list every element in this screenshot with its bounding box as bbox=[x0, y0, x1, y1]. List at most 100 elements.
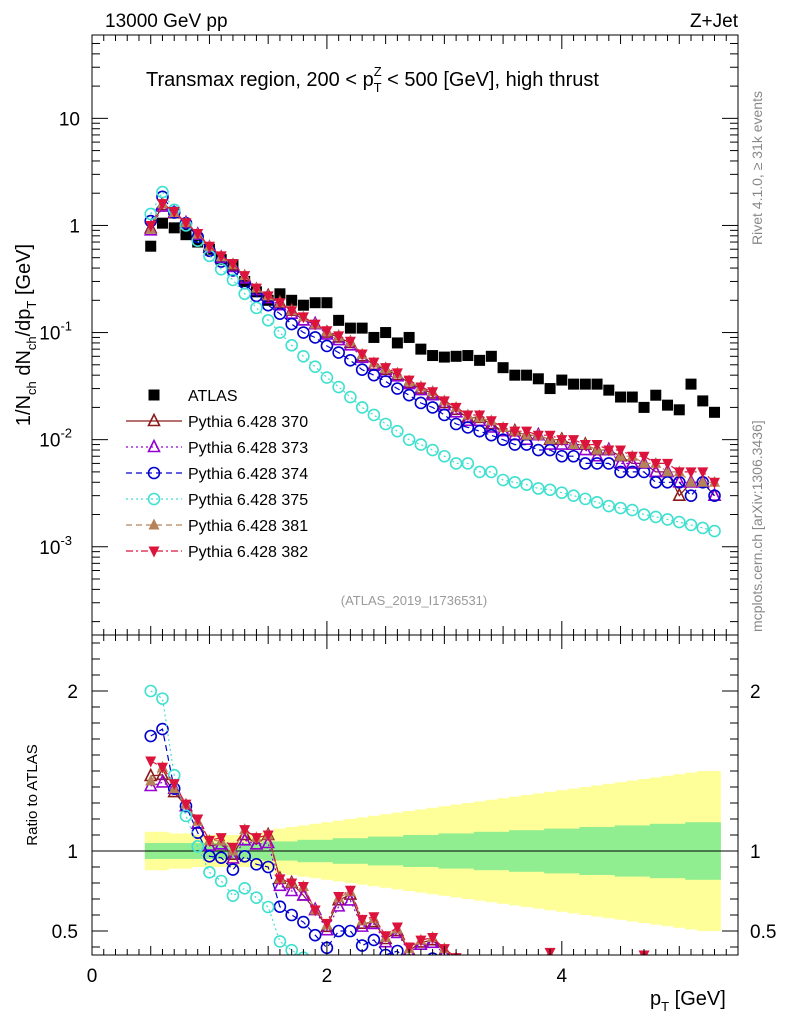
series-pythia-6-428-373-ratio-point bbox=[249, 836, 264, 850]
series-pythia-6-428-375-point bbox=[637, 508, 651, 521]
series-pythia-6-428-374-point bbox=[332, 346, 345, 359]
series-pythia-6-428-375-ratio-group bbox=[144, 684, 310, 955]
series-pythia-6-428-382-group bbox=[145, 199, 721, 489]
series-pythia-6-428-382-point bbox=[192, 229, 204, 241]
series-pythia-6-428-375-point bbox=[379, 417, 392, 431]
series-pythia-6-428-373-point bbox=[484, 419, 499, 433]
series-pythia-6-428-382-point bbox=[215, 251, 227, 263]
series-pythia-6-428-375-point bbox=[214, 262, 228, 276]
series-pythia-6-428-374-ratio-point bbox=[214, 851, 228, 864]
series-pythia-6-428-374-point bbox=[308, 331, 322, 344]
series-pythia-6-428-375-point bbox=[590, 496, 604, 509]
series-pythia-6-428-382-point bbox=[403, 375, 415, 387]
series-pythia-6-428-382-ratio-point bbox=[309, 905, 321, 917]
series-pythia-6-428-375-ratio-point bbox=[156, 692, 169, 705]
series-atlas-group bbox=[145, 217, 721, 418]
series-pythia-6-428-374-point bbox=[602, 457, 616, 470]
series-pythia-6-428-382-ratio-point bbox=[262, 830, 274, 842]
series-atlas-point bbox=[180, 229, 192, 241]
series-atlas-point bbox=[568, 378, 580, 390]
series-pythia-6-428-382-ratio-point bbox=[615, 955, 626, 966]
series-pythia-6-428-373-point bbox=[613, 455, 628, 469]
series-pythia-6-428-382-ratio-point bbox=[391, 922, 403, 934]
series-pythia-6-428-375-line bbox=[150, 190, 715, 532]
series-pythia-6-428-375-point bbox=[532, 482, 545, 495]
legend-entry-pythia-6-428-375-marker bbox=[147, 492, 161, 506]
series-atlas-point bbox=[427, 350, 439, 362]
series-atlas-point bbox=[403, 331, 415, 343]
series-pythia-6-428-375-point bbox=[226, 273, 240, 287]
series-pythia-6-428-374-point bbox=[684, 489, 698, 502]
series-pythia-6-428-374-ratio-point bbox=[308, 928, 322, 942]
series-pythia-6-428-370-point bbox=[672, 487, 687, 501]
series-atlas-point bbox=[638, 401, 650, 413]
legend-entry-atlas-label: ATLAS bbox=[188, 388, 238, 405]
series-pythia-6-428-382-ratio-point bbox=[180, 799, 192, 811]
legend-entry-pythia-6-428-374: Pythia 6.428 374 bbox=[126, 466, 308, 483]
series-pythia-6-428-382-point bbox=[532, 430, 544, 442]
series-pythia-6-428-382-ratio-point bbox=[145, 756, 157, 768]
series-pythia-6-428-382-ratio-point bbox=[239, 825, 251, 837]
series-pythia-6-428-375-point bbox=[672, 515, 686, 529]
x-axis-label: pT [GeV] bbox=[650, 988, 726, 1014]
series-pythia-6-428-375-group bbox=[144, 185, 721, 538]
series-pythia-6-428-374-line bbox=[150, 195, 715, 497]
series-pythia-6-428-382-point bbox=[638, 451, 650, 463]
series-pythia-6-428-375-point bbox=[297, 350, 310, 363]
series-pythia-6-428-374-point bbox=[461, 421, 475, 434]
series-pythia-6-428-374-point bbox=[391, 382, 404, 395]
series-pythia-6-428-382-point bbox=[615, 445, 627, 457]
series-pythia-6-428-374-ratio-point bbox=[285, 908, 298, 922]
legend-entry-atlas-marker bbox=[148, 389, 160, 401]
series-pythia-6-428-374-point bbox=[414, 396, 428, 410]
series-atlas-point bbox=[603, 384, 615, 396]
ratio-panel-plot bbox=[92, 684, 738, 970]
series-pythia-6-428-382-ratio-point bbox=[356, 914, 368, 926]
series-pythia-6-428-382-ratio-point bbox=[286, 878, 298, 890]
series-pythia-6-428-382-point bbox=[591, 440, 603, 452]
series-pythia-6-428-374-point bbox=[402, 388, 416, 402]
series-pythia-6-428-382-point bbox=[168, 206, 180, 218]
series-pythia-6-428-381-ratio-point bbox=[639, 957, 650, 968]
series-pythia-6-428-375-point bbox=[320, 371, 334, 384]
series-atlas-point bbox=[673, 404, 685, 416]
series-pythia-6-428-373-ratio-point bbox=[343, 892, 358, 906]
series-pythia-6-428-374-ratio-point bbox=[297, 915, 310, 929]
series-pythia-6-428-375-point bbox=[144, 207, 158, 221]
series-pythia-6-428-382-point bbox=[333, 331, 345, 343]
series-pythia-6-428-373-point bbox=[672, 473, 687, 488]
series-pythia-6-428-382-ratio-point bbox=[156, 762, 168, 774]
legend-entry-atlas: ATLAS bbox=[148, 388, 238, 405]
series-pythia-6-428-382-point bbox=[544, 430, 556, 442]
series-pythia-6-428-373-ratio-point bbox=[273, 877, 287, 892]
series-atlas-point bbox=[297, 299, 309, 311]
series-pythia-6-428-382-ratio-point bbox=[509, 959, 520, 970]
series-pythia-6-428-382-point bbox=[274, 298, 286, 310]
main-y-axis-label: 1/Nch dNch/dpT [GeV] bbox=[13, 244, 39, 426]
axes: 0 2 4 10-3 10-2 10-1 1 10 0.5 0.5 1 1 2 2 bbox=[39, 34, 776, 987]
series-pythia-6-428-375-point bbox=[391, 424, 404, 438]
series-pythia-6-428-375-point bbox=[261, 314, 275, 327]
series-pythia-6-428-382-ratio-point bbox=[297, 882, 309, 894]
series-pythia-6-428-375-point bbox=[426, 443, 439, 457]
series-pythia-6-428-382-ratio-point bbox=[380, 931, 392, 943]
series-pythia-6-428-373-point bbox=[625, 455, 640, 469]
y-tick-label: 10-3 bbox=[39, 533, 72, 559]
series-pythia-6-428-382-point bbox=[297, 312, 309, 324]
series-atlas-point bbox=[391, 337, 403, 349]
series-pythia-6-428-382-point bbox=[709, 477, 721, 489]
series-pythia-6-428-374-ratio-point bbox=[226, 863, 240, 876]
series-pythia-6-428-375-point bbox=[367, 408, 381, 422]
ratio-y-axis-label: Ratio to ATLAS bbox=[24, 744, 41, 845]
series-pythia-6-428-382-point bbox=[462, 410, 474, 422]
series-pythia-6-428-382-ratio-point bbox=[215, 833, 227, 845]
series-atlas-point bbox=[286, 294, 298, 306]
series-pythia-6-428-374-point bbox=[473, 424, 486, 438]
series-pythia-6-428-381-ratio-point bbox=[509, 957, 520, 968]
series-pythia-6-428-375-point bbox=[250, 301, 263, 315]
series-pythia-6-428-382-point bbox=[321, 326, 333, 338]
series-pythia-6-428-375-point bbox=[684, 518, 698, 532]
series-pythia-6-428-375-ratio-point bbox=[273, 935, 287, 948]
y-tick-label: 10-2 bbox=[39, 426, 72, 452]
